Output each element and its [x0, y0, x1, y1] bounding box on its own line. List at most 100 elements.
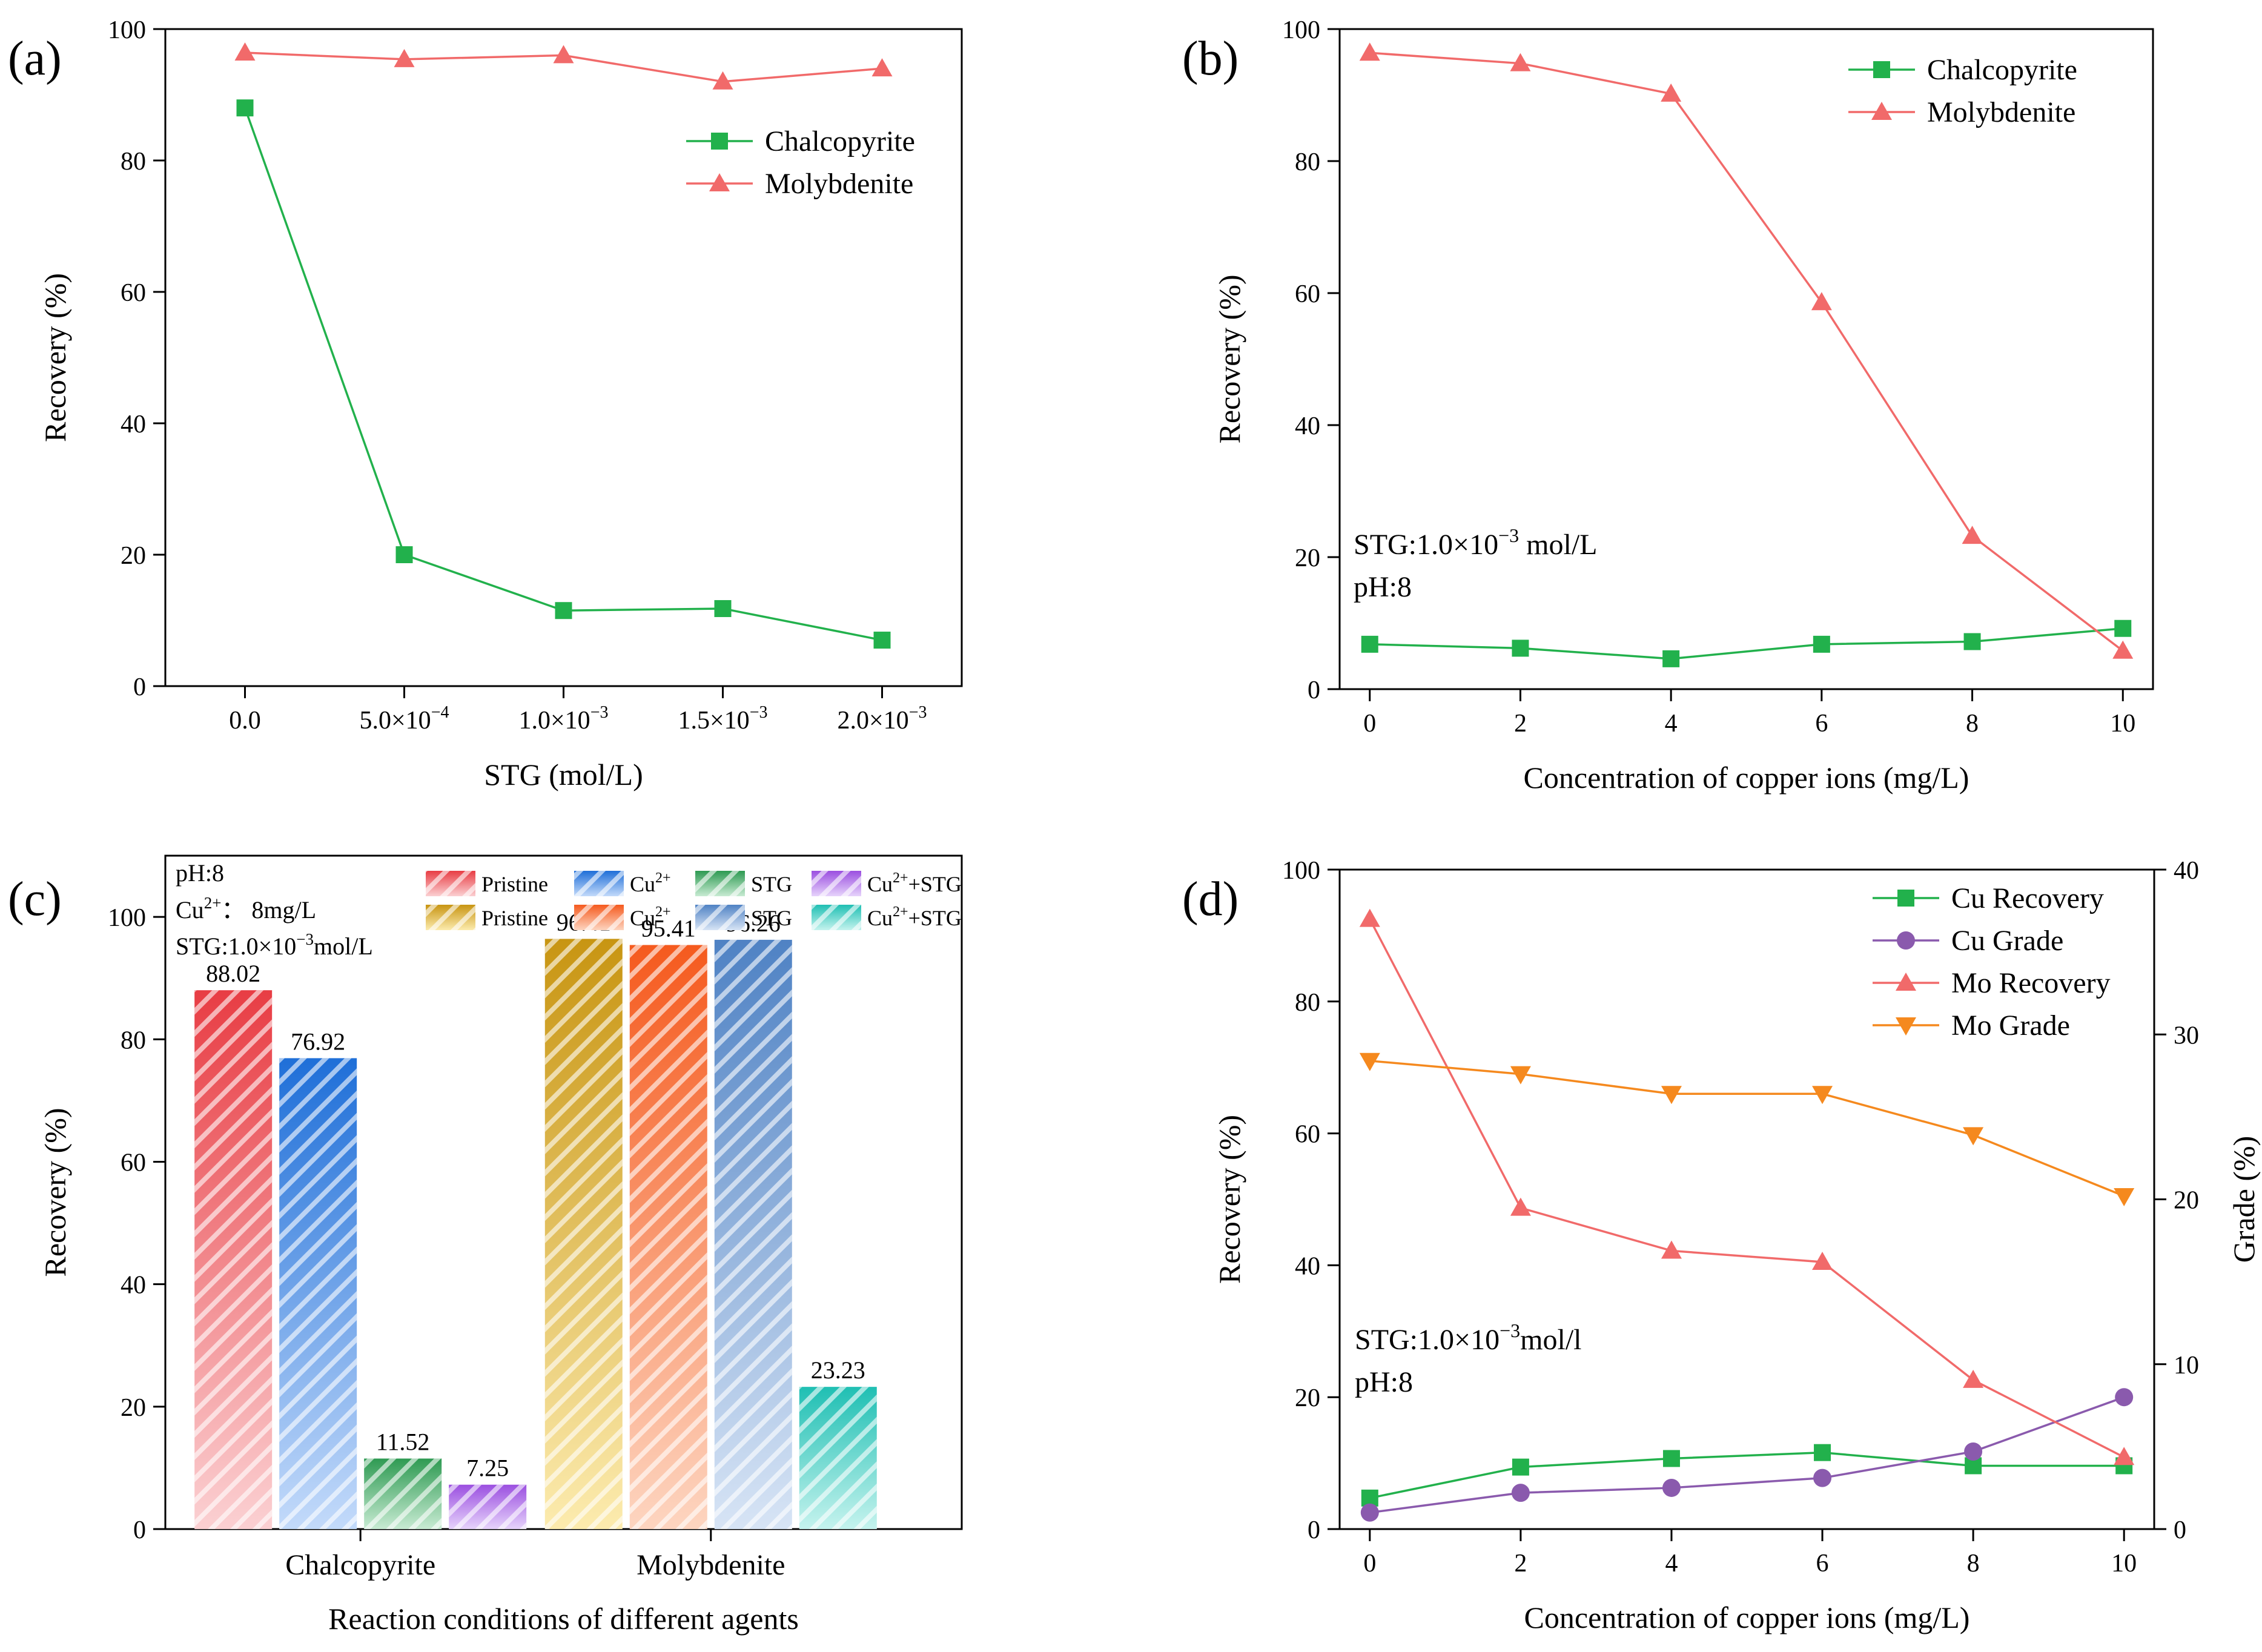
y-tick-label: 0 [133, 673, 146, 701]
x-tick-label: 2 [1514, 1550, 1527, 1578]
annotation-text: ： 8mg/L [221, 896, 316, 923]
y-tick-label-right: 10 [2174, 1352, 2199, 1379]
data-point [871, 58, 893, 77]
panel-label: (b) [1182, 32, 1238, 85]
data-point [394, 48, 415, 67]
y-tick-label: 100 [108, 904, 146, 932]
legend-label: STG [751, 906, 792, 930]
y-tick-label: 80 [1295, 989, 1320, 1017]
legend-label: Mo Grade [1951, 1009, 2070, 1042]
x-tick-label: 6 [1815, 710, 1828, 738]
legend-text: Pristine [481, 906, 548, 930]
y-axis-label: Recovery (%) [1212, 1115, 1246, 1284]
data-point [1510, 1066, 1531, 1085]
bar-hatch [279, 1058, 357, 1529]
x-tick-label: 10 [2111, 1550, 2137, 1578]
y-tick-label: 40 [121, 411, 146, 438]
legend-text: +STG [908, 906, 962, 930]
y-tick-label-right: 20 [2174, 1187, 2199, 1215]
legend-label: Cu2+ [630, 870, 671, 896]
legend-label: Chalcopyrite [1927, 54, 2077, 86]
legend-marker [1896, 1017, 1916, 1036]
data-point [1512, 639, 1529, 657]
annotation-ph: pH:8 [176, 859, 224, 887]
x-tick-mantissa: 1.0×10 [519, 707, 590, 735]
y-tick-label: 80 [121, 148, 146, 176]
data-point [1812, 1086, 1833, 1105]
data-point [1662, 1478, 1681, 1497]
x-axis-label: STG (mol/L) [484, 758, 643, 791]
legend-swatch-hatch [426, 905, 475, 930]
data-point [395, 546, 413, 563]
data-point [1359, 42, 1380, 61]
x-axis-label: Reaction conditions of different agents [328, 1602, 799, 1636]
annotation-exponent: −3 [1500, 1320, 1520, 1341]
legend-label: Cu2++STG [867, 870, 962, 896]
series-line-mo-grade [1369, 1060, 2125, 1197]
data-point [1662, 1450, 1680, 1467]
y-tick-label: 0 [133, 1516, 146, 1544]
data-point [1360, 1503, 1379, 1522]
data-point [555, 602, 572, 620]
legend-marker [709, 173, 730, 191]
data-point [2114, 1447, 2135, 1465]
y-tick-label: 0 [1308, 676, 1320, 704]
bar-value-label: 88.02 [206, 960, 260, 987]
chart-panel-c: (c) 0 20 40 60 80 100 Chalcopyrite 88.02 76.92 11.… [8, 854, 963, 1636]
y-tick-label: 80 [121, 1026, 146, 1054]
data-point [553, 45, 574, 64]
legend-label: Molybdenite [765, 168, 913, 200]
data-point [1510, 53, 1531, 71]
x-tick-mantissa: 5.0×10 [360, 707, 431, 735]
panel-label: (c) [8, 873, 62, 926]
x-tick-label: 8 [1967, 1550, 1980, 1578]
legend-label: Molybdenite [1927, 96, 2075, 128]
bar-hatch [714, 939, 792, 1529]
legend-label: Pristine [481, 872, 548, 896]
legend-text: STG [751, 872, 792, 896]
x-tick-exponent: −3 [750, 703, 768, 722]
legend-swatch-hatch [574, 871, 624, 896]
panel-label: (a) [8, 32, 62, 85]
bar-hatch [194, 990, 273, 1529]
data-point [1511, 1484, 1530, 1502]
series-line-mo-recovery [1369, 918, 2125, 1458]
x-tick-label: 1.0×10−3 [519, 703, 609, 735]
y-tick-label: 100 [108, 16, 146, 44]
x-tick-label: 0.0 [229, 707, 261, 735]
x-tick-label: Chalcopyrite [285, 1549, 435, 1581]
y-tick-label: 60 [121, 279, 146, 307]
chart-panel-a: (a)0.0 5.0×10−4 1.0×10−3 1.5×10−3 2.0×10−302… [8, 16, 963, 791]
annotation-stg: STG:1.0×10−3mol/L [176, 930, 373, 960]
data-point [1964, 1442, 1983, 1461]
y-axis-label: Recovery (%) [38, 273, 72, 442]
y-tick-label: 40 [1295, 412, 1320, 440]
data-point [1813, 1469, 1832, 1487]
y-tick-label: 20 [121, 1394, 146, 1422]
y-tick-label: 100 [1282, 857, 1320, 885]
y-tick-label: 60 [121, 1149, 146, 1177]
x-tick-label: 2.0×10−3 [838, 703, 927, 735]
data-point [2114, 1188, 2135, 1207]
x-tick-label: 6 [1816, 1550, 1829, 1578]
data-point [1812, 1251, 1833, 1270]
legend-text: +STG [908, 872, 962, 896]
annotation-text: mol/L [1519, 529, 1597, 561]
data-point [1963, 1369, 1984, 1388]
annotation-line1: STG:1.0×10−3mol/l [1355, 1320, 1581, 1356]
data-point [1359, 1052, 1380, 1071]
data-point [234, 42, 256, 61]
data-point [1962, 526, 1983, 544]
legend-marker [711, 133, 728, 150]
data-point [1814, 1444, 1831, 1461]
legend-label: Cu Grade [1951, 925, 2063, 957]
data-point [1661, 83, 1682, 102]
bar-value-label: 7.25 [466, 1455, 509, 1482]
legend-text: Cu [867, 872, 893, 896]
annotation-line2: pH:8 [1355, 1366, 1413, 1398]
bar-hatch [544, 939, 623, 1529]
series-line-cu-recovery [1369, 1451, 2125, 1499]
data-point [236, 99, 254, 117]
legend-superscript: 2+ [655, 904, 671, 920]
